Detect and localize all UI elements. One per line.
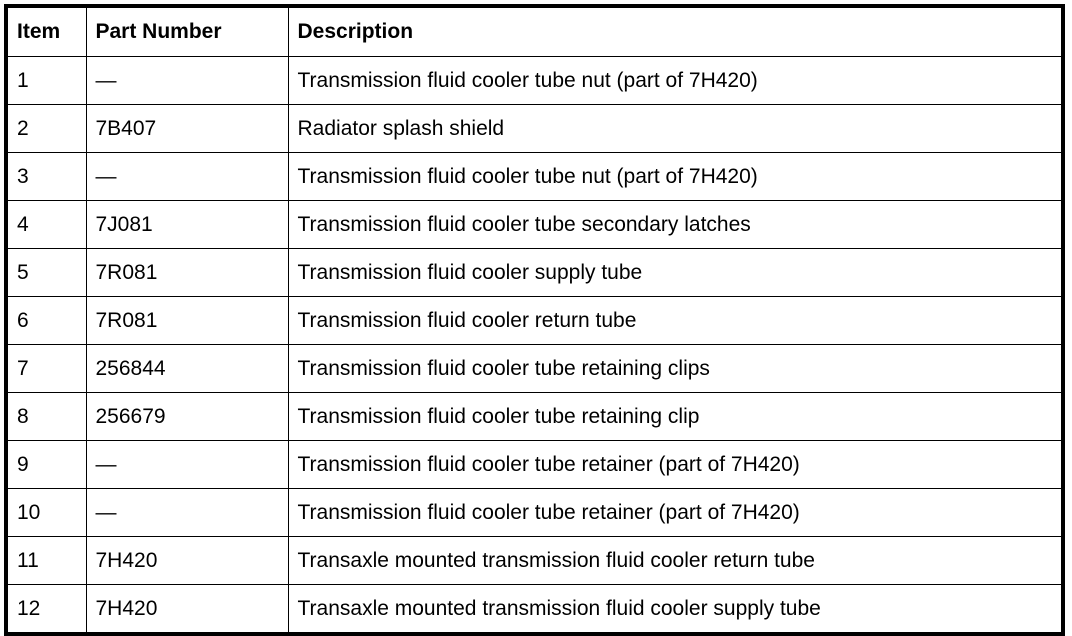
description-cell: Transmission fluid cooler tube retainer … <box>287 440 1064 489</box>
item-cell: 8 <box>5 392 87 441</box>
part-number-cell: — <box>85 440 289 489</box>
table-row: 12 7H420 Transaxle mounted transmission fl… <box>5 584 1064 635</box>
table-row: 11 7H420 Transaxle mounted transmission fl… <box>5 536 1064 585</box>
item-cell: 10 <box>5 488 87 537</box>
item-cell: 4 <box>5 200 87 249</box>
part-number-cell: 7R081 <box>85 248 289 297</box>
description-cell: Transmission fluid cooler tube nut (part… <box>287 152 1064 201</box>
item-cell: 11 <box>5 536 87 585</box>
item-cell: 7 <box>5 344 87 393</box>
description-cell: Transmission fluid cooler tube retaining… <box>287 392 1064 441</box>
table-row: 1— Transmission fluid cooler tube nut (pa… <box>5 56 1064 105</box>
parts-table: Item Part Number Description 1— Transmiss… <box>4 4 1065 636</box>
part-number-cell: — <box>85 56 289 105</box>
item-cell: 1 <box>5 56 87 105</box>
item-cell: 3 <box>5 152 87 201</box>
description-cell: Transmission fluid cooler return tube <box>287 296 1064 345</box>
description-cell: Transmission fluid cooler tube retaining… <box>287 344 1064 393</box>
part-number-cell: 7B407 <box>85 104 289 153</box>
item-cell: 5 <box>5 248 87 297</box>
table-row: 7 256844 Transmission fluid cooler tube re… <box>5 344 1064 393</box>
part-number-cell: 7R081 <box>85 296 289 345</box>
description-cell: Transmission fluid cooler tube secondary… <box>287 200 1064 249</box>
table-row: 2 7B407 Radiator splash shield <box>5 104 1064 153</box>
item-cell: 12 <box>5 584 87 635</box>
item-cell: 9 <box>5 440 87 489</box>
header-part-number: Part Number <box>85 5 289 57</box>
table-row: 8 256679 Transmission fluid cooler tube re… <box>5 392 1064 441</box>
description-cell: Transmission fluid cooler tube retainer … <box>287 488 1064 537</box>
table-row: 5 7R081 Transmission fluid cooler supply t… <box>5 248 1064 297</box>
description-cell: Transaxle mounted transmission fluid coo… <box>287 584 1064 635</box>
part-number-cell: 7J081 <box>85 200 289 249</box>
item-cell: 2 <box>5 104 87 153</box>
item-cell: 6 <box>5 296 87 345</box>
description-cell: Transmission fluid cooler tube nut (part… <box>287 56 1064 105</box>
part-number-cell: 7H420 <box>85 584 289 635</box>
header-description: Description <box>287 5 1064 57</box>
part-number-cell: 7H420 <box>85 536 289 585</box>
part-number-cell: — <box>85 152 289 201</box>
part-number-cell: 256679 <box>85 392 289 441</box>
part-number-cell: — <box>85 488 289 537</box>
table-row: 4 7J081 Transmission fluid cooler tube sec… <box>5 200 1064 249</box>
table-row: 9— Transmission fluid cooler tube retaine… <box>5 440 1064 489</box>
table-row: 3— Transmission fluid cooler tube nut (pa… <box>5 152 1064 201</box>
part-number-cell: 256844 <box>85 344 289 393</box>
description-cell: Transaxle mounted transmission fluid coo… <box>287 536 1064 585</box>
table-row: 10— Transmission fluid cooler tube retain… <box>5 488 1064 537</box>
description-cell: Radiator splash shield <box>287 104 1064 153</box>
description-cell: Transmission fluid cooler supply tube <box>287 248 1064 297</box>
header-item: Item <box>5 5 87 57</box>
table-row: 6 7R081 Transmission fluid cooler return t… <box>5 296 1064 345</box>
header-row: Item Part Number Description <box>5 5 1064 57</box>
